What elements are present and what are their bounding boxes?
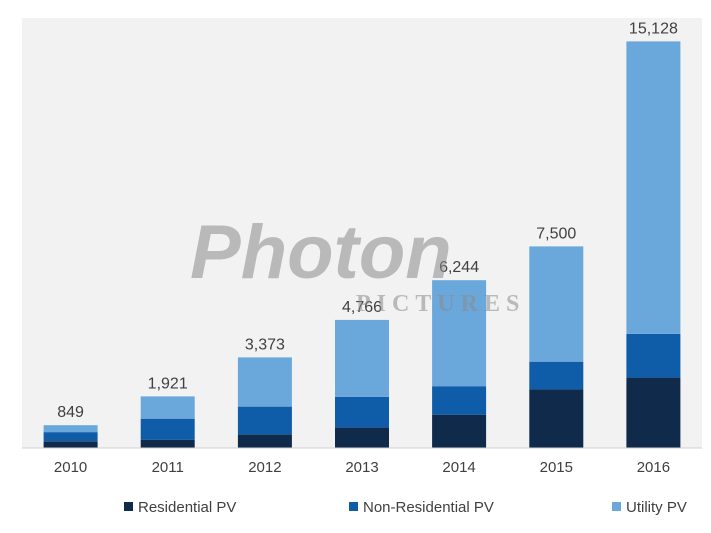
bar-2016-series-0 (626, 377, 681, 448)
bar-2012-series-1 (237, 406, 292, 435)
bar-2010-series-0 (43, 441, 98, 448)
bar-2016-series-1 (626, 333, 681, 378)
bar-2014-series-0 (432, 414, 487, 448)
bar-2015-series-2 (529, 246, 584, 362)
bar-2011-series-0 (140, 439, 195, 448)
total-label-2015: 7,500 (536, 225, 576, 242)
bar-2013-series-0 (335, 427, 389, 448)
x-tick-label-2013: 2013 (345, 459, 378, 476)
bar-2013-series-1 (335, 396, 389, 428)
x-tick-label-2010: 2010 (54, 459, 87, 476)
x-tick-label-2012: 2012 (248, 459, 281, 476)
legend-swatch-1 (349, 502, 358, 511)
bar-2010-series-1 (43, 432, 98, 442)
bar-2015-series-1 (529, 361, 584, 390)
bar-2012-series-0 (237, 434, 292, 448)
photon-watermark: Photon PICTURES (190, 210, 525, 317)
bar-2015-series-0 (529, 389, 584, 448)
bar-2014-series-1 (432, 386, 487, 415)
watermark-main-text: Photon (190, 210, 452, 295)
x-tick-labels-group: 2010 2011 2012 2013 2014 2015 2016 (54, 459, 670, 476)
total-label-2010: 849 (57, 404, 84, 421)
legend-swatch-2 (612, 502, 621, 511)
total-label-2016: 15,128 (629, 20, 678, 37)
bars-group (43, 41, 681, 448)
watermark-sub-text: PICTURES (356, 291, 525, 317)
bar-2011-series-2 (140, 396, 195, 419)
legend: Residential PV Non-Residential PV Utility … (124, 499, 687, 516)
bar-2012-series-2 (237, 357, 292, 407)
legend-label-2: Utility PV (626, 499, 687, 516)
total-labels-group: 849 1,921 3,373 4,766 6,244 7,500 15,128 (57, 20, 678, 421)
x-tick-label-2011: 2011 (152, 459, 184, 476)
total-label-2011: 1,921 (148, 375, 188, 392)
total-label-2014: 6,244 (439, 259, 479, 276)
bar-2014-series-2 (432, 280, 487, 387)
total-label-2012: 3,373 (245, 336, 285, 353)
legend-swatch-0 (124, 502, 133, 511)
bar-2016-series-2 (626, 41, 681, 334)
bar-2010-series-2 (43, 425, 98, 433)
x-tick-label-2014: 2014 (442, 459, 475, 476)
total-label-2013: 4,766 (342, 299, 382, 316)
legend-label-0: Residential PV (138, 499, 236, 516)
x-tick-label-2015: 2015 (540, 459, 573, 476)
x-tick-label-2016: 2016 (637, 459, 670, 476)
bar-2011-series-1 (140, 418, 195, 440)
legend-label-1: Non-Residential PV (363, 499, 494, 516)
bar-2013-series-2 (335, 319, 389, 397)
